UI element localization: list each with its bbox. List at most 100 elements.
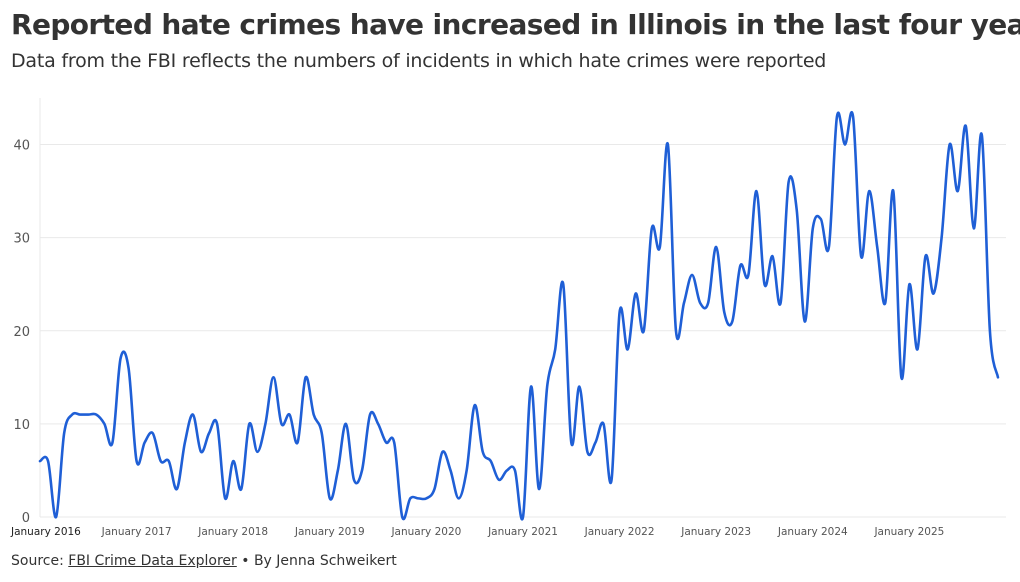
data-point (852, 115, 854, 117)
data-point (643, 330, 645, 332)
data-point (39, 460, 41, 462)
data-point (514, 469, 516, 471)
data-point (586, 451, 588, 453)
data-point (868, 190, 870, 192)
data-point (321, 432, 323, 434)
data-point (152, 432, 154, 434)
data-point (248, 423, 250, 425)
data-point (465, 469, 467, 471)
data-point (280, 423, 282, 425)
data-point (143, 441, 145, 443)
data-point (739, 264, 741, 266)
data-point (192, 413, 194, 415)
data-point (538, 488, 540, 490)
data-point (240, 488, 242, 490)
data-point (667, 143, 669, 145)
data-point (892, 190, 894, 192)
data-point (844, 143, 846, 145)
x-tick-label: January 2021 (487, 526, 558, 538)
data-point (957, 190, 959, 192)
data-point (916, 348, 918, 350)
data-point (594, 441, 596, 443)
data-point (796, 209, 798, 211)
data-point (353, 479, 355, 481)
data-point (965, 125, 967, 127)
data-point (200, 451, 202, 453)
source-prefix: Source: (11, 553, 69, 569)
data-point (369, 413, 371, 415)
data-point (924, 255, 926, 257)
data-point (997, 376, 999, 378)
y-tick-label: 30 (13, 232, 30, 247)
source-link[interactable]: FBI Crime Data Explorer (68, 553, 237, 569)
data-point (570, 441, 572, 443)
data-point (659, 246, 661, 248)
y-tick-label: 10 (13, 418, 30, 433)
data-point (361, 469, 363, 471)
chart-subtitle: Data from the FBI reflects the numbers o… (11, 50, 827, 72)
data-point (836, 115, 838, 117)
y-tick-label: 40 (13, 139, 30, 154)
data-point (337, 469, 339, 471)
data-point (554, 348, 556, 350)
data-point (103, 423, 105, 425)
data-point (820, 218, 822, 220)
data-point (216, 423, 218, 425)
source-note: Source: FBI Crime Data Explorer • By Jen… (11, 553, 397, 569)
data-point (771, 255, 773, 257)
y-axis: 0 10 20 30 40 (13, 139, 30, 526)
data-point (884, 302, 886, 304)
data-point (329, 497, 331, 499)
data-point (723, 311, 725, 313)
data-point (490, 460, 492, 462)
data-point (860, 255, 862, 257)
data-point (95, 413, 97, 415)
data-point (232, 460, 234, 462)
data-point (224, 497, 226, 499)
data-point (482, 451, 484, 453)
data-point (498, 479, 500, 481)
data-point (345, 423, 347, 425)
x-tick-label: January 2017 (101, 526, 172, 538)
data-point (779, 302, 781, 304)
data-point (546, 385, 548, 387)
data-point (256, 451, 258, 453)
data-point (409, 497, 411, 499)
data-point (578, 385, 580, 387)
y-tick-label: 20 (13, 325, 30, 340)
data-point (973, 227, 975, 229)
data-point (731, 320, 733, 322)
series-line (38, 111, 1000, 521)
data-point (683, 302, 685, 304)
data-point (87, 413, 89, 415)
data-point (755, 190, 757, 192)
data-point (457, 497, 459, 499)
data-point (55, 516, 57, 518)
data-point (626, 348, 628, 350)
data-point (393, 441, 395, 443)
data-point (948, 143, 950, 145)
data-point (417, 497, 419, 499)
data-point (474, 404, 476, 406)
chart-title: Reported hate crimes have increased in I… (11, 8, 1020, 41)
data-point (401, 516, 403, 518)
series (38, 111, 1000, 521)
data-point (313, 413, 315, 415)
data-point (63, 432, 65, 434)
data-point (707, 302, 709, 304)
data-point (812, 227, 814, 229)
data-point (651, 227, 653, 229)
x-tick-label: January 2016 (10, 526, 81, 538)
data-point (522, 516, 524, 518)
data-point (828, 246, 830, 248)
data-point (876, 246, 878, 248)
data-point (747, 274, 749, 276)
data-point (111, 441, 113, 443)
data-point (168, 460, 170, 462)
data-point (272, 376, 274, 378)
data-point (932, 292, 934, 294)
data-point (900, 376, 902, 378)
x-tick-label: January 2018 (197, 526, 268, 538)
data-point (530, 385, 532, 387)
data-point (377, 423, 379, 425)
